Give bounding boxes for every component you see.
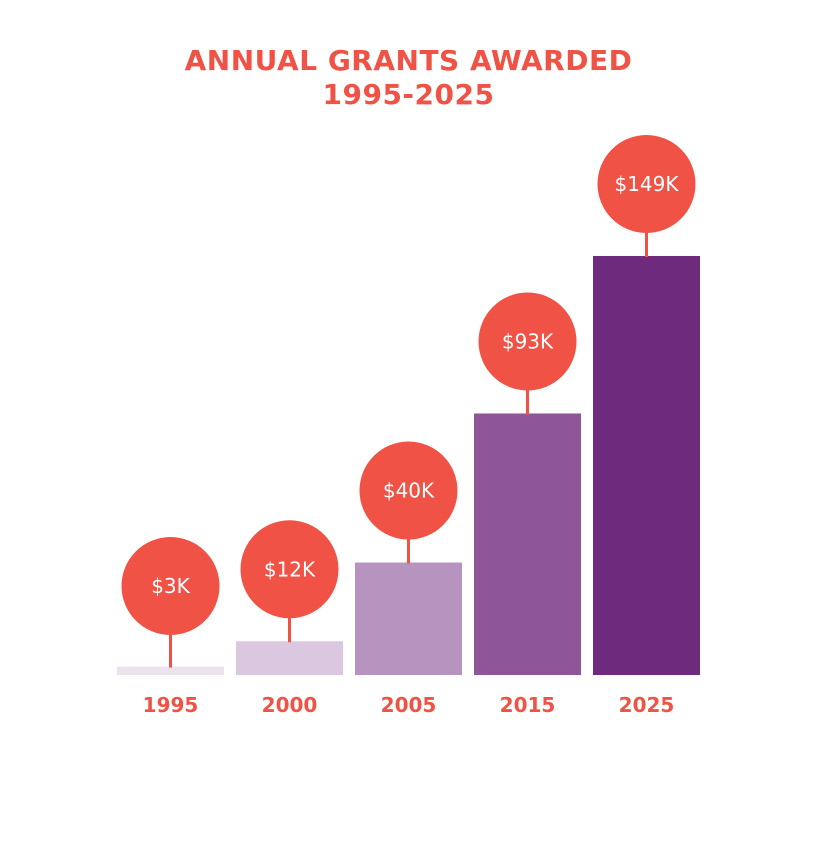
value-label-2000: $12K xyxy=(264,557,316,581)
value-label-1995: $3K xyxy=(151,574,190,598)
connector-stems-group xyxy=(169,231,648,668)
x-tick-label-2005: 2005 xyxy=(381,693,437,717)
x-tick-label-2025: 2025 xyxy=(619,693,675,717)
value-bubble-1995 xyxy=(121,537,220,635)
bar-1995 xyxy=(117,666,224,675)
chart-title: ANNUAL GRANTS AWARDED 1995-2025 xyxy=(0,44,817,112)
x-axis-labels: 1995 2000 2005 2015 2025 xyxy=(143,693,675,717)
bar-2015 xyxy=(474,413,581,675)
x-tick-label-1995: 1995 xyxy=(143,693,199,717)
value-bubble-2005 xyxy=(359,441,458,540)
bar-2025 xyxy=(593,256,700,675)
chart-title-line-2: 1995-2025 xyxy=(322,78,495,111)
value-bubble-2000 xyxy=(240,520,339,619)
value-bubble-2025 xyxy=(597,135,696,233)
bars-group xyxy=(117,256,700,675)
bar-2005 xyxy=(355,562,462,675)
bar-2000 xyxy=(236,641,343,675)
value-label-2005: $40K xyxy=(383,479,435,503)
value-bubbles-group: $3K $12K $40K $93K $149K xyxy=(121,135,696,635)
x-tick-label-2000: 2000 xyxy=(262,693,318,717)
value-bubble-2015 xyxy=(478,292,577,391)
value-label-2015: $93K xyxy=(502,329,554,353)
value-label-2025: $149K xyxy=(614,172,679,196)
x-tick-label-2015: 2015 xyxy=(500,693,556,717)
chart-title-line-1: ANNUAL GRANTS AWARDED xyxy=(184,44,633,77)
